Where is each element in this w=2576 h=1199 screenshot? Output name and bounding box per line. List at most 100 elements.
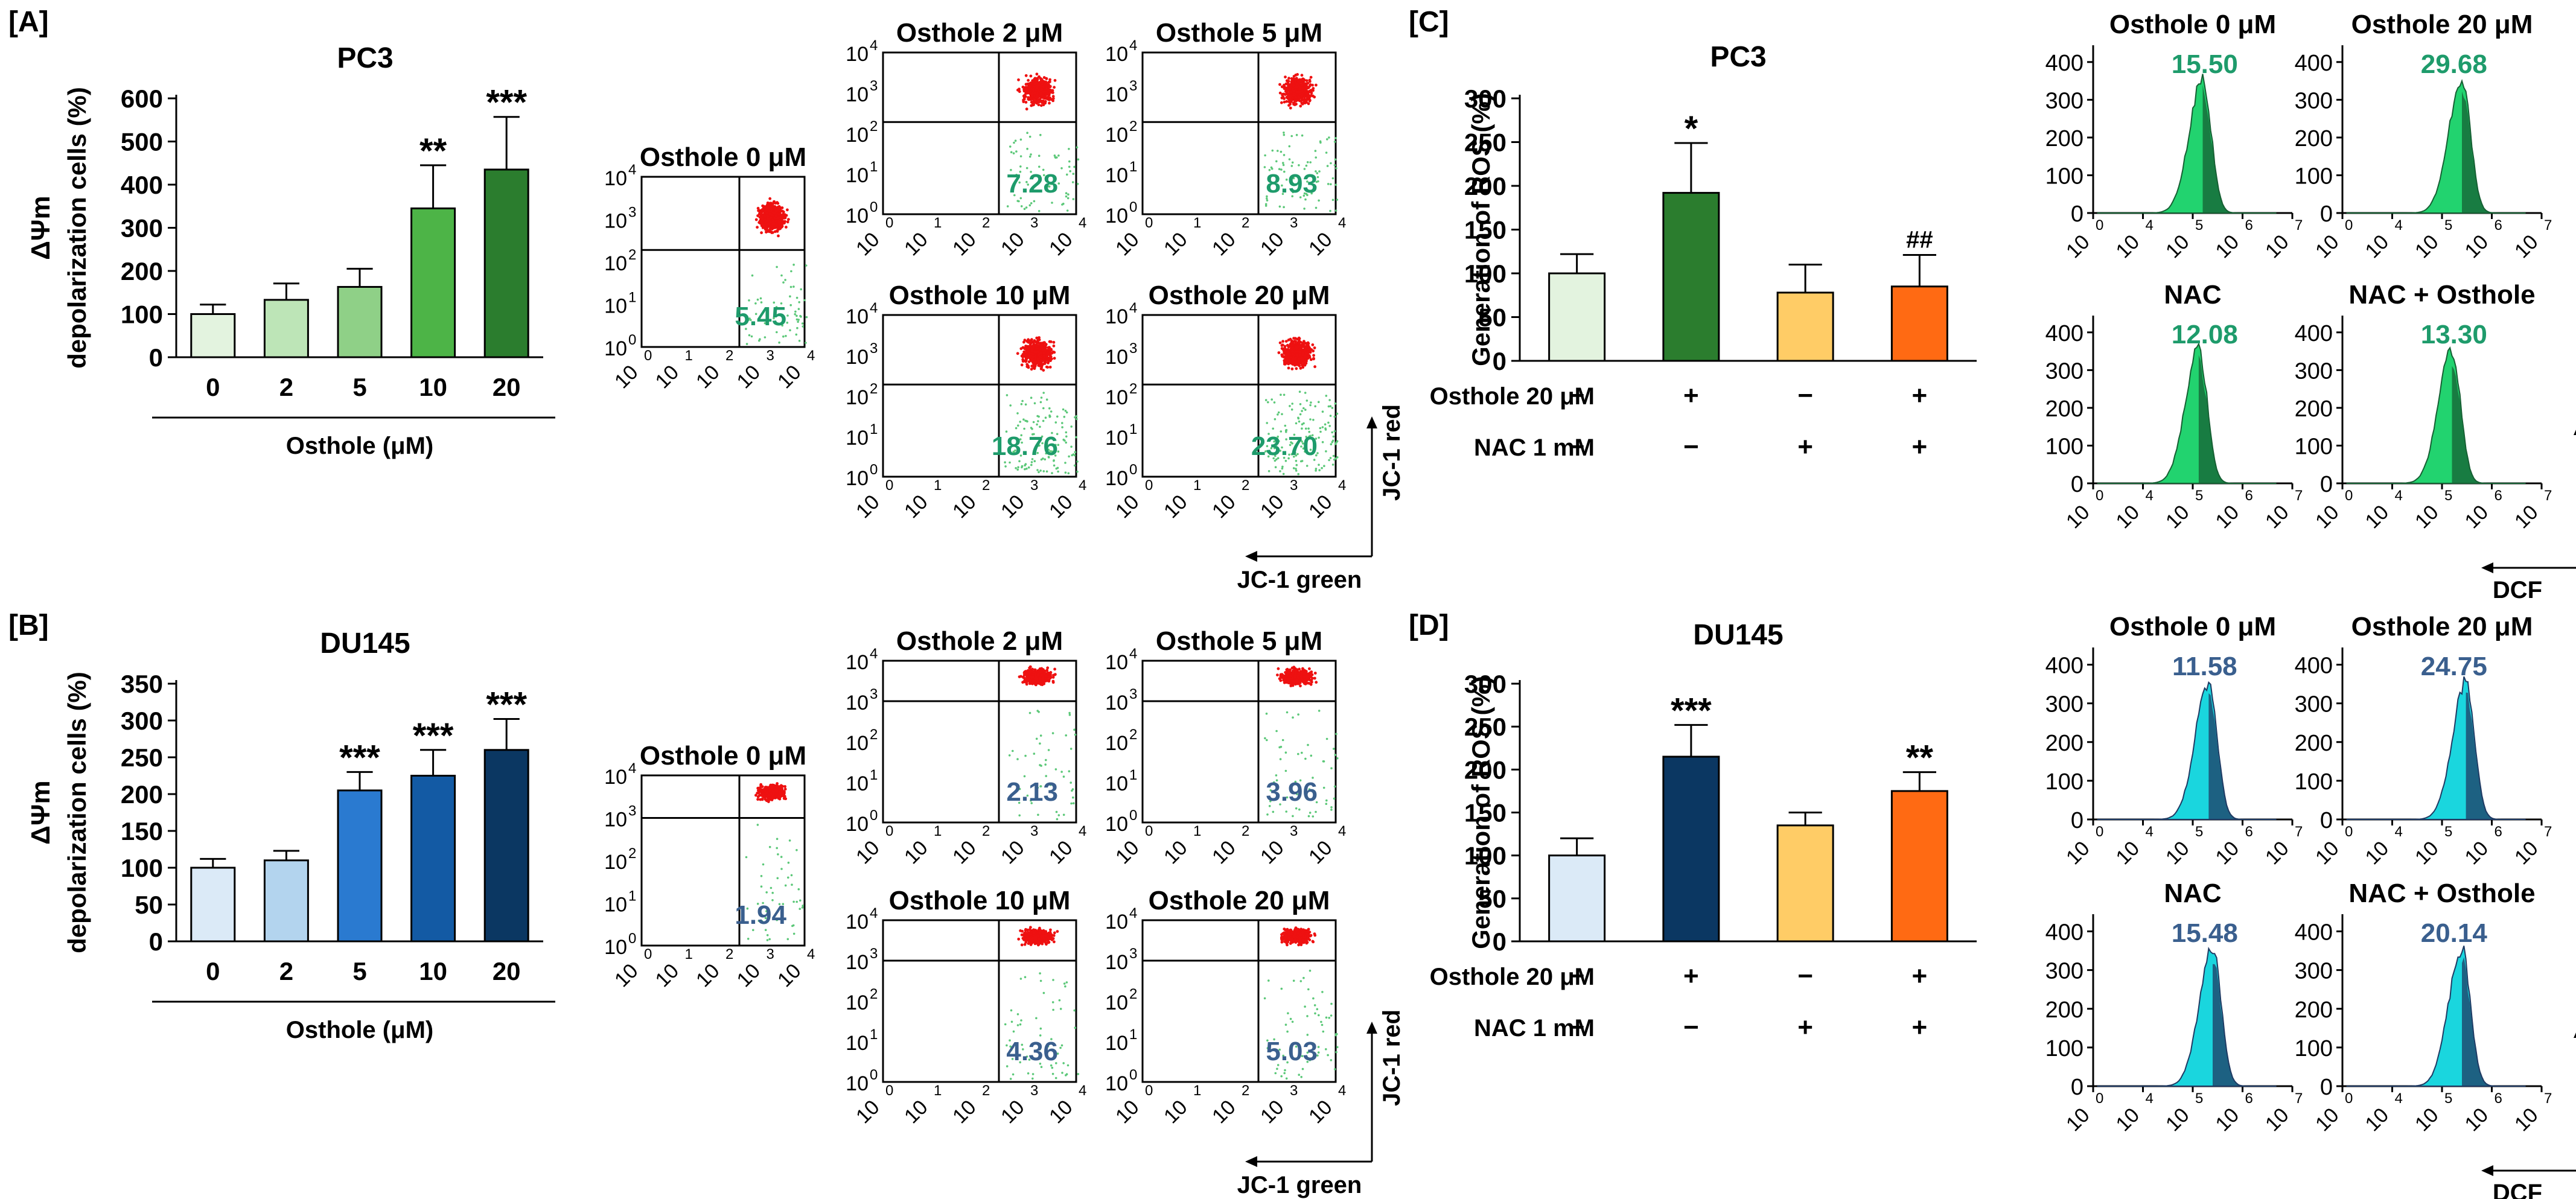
dot-green: [1057, 182, 1060, 185]
dot-green: [1008, 754, 1011, 757]
dot-green: [1054, 768, 1057, 771]
dot-red: [756, 792, 759, 795]
dot-red: [1308, 667, 1311, 670]
dot-red: [1027, 349, 1030, 353]
dot-green: [1073, 464, 1076, 467]
dot-green: [1281, 467, 1284, 470]
dot-red: [764, 790, 767, 793]
x-tick-label: 10: [996, 836, 1029, 869]
dot-red: [1037, 103, 1041, 107]
dot-red: [1028, 669, 1032, 672]
dot-green: [1077, 158, 1080, 161]
dot-green: [1016, 412, 1019, 415]
dot-green: [805, 264, 808, 267]
dot-green: [1282, 162, 1284, 164]
dot-green: [1054, 156, 1057, 159]
dot-green: [1039, 469, 1042, 472]
dot-green: [1066, 173, 1068, 176]
dot-green: [1057, 470, 1059, 473]
dot-green: [1039, 425, 1041, 428]
bar-chart-du145: [D] DU145050100150200250300−−***+−−+**++O…: [1409, 609, 1977, 1042]
dot-red: [1284, 75, 1287, 78]
dot-green: [1039, 133, 1042, 136]
dot-red: [761, 226, 765, 229]
dot-red: [1283, 97, 1286, 100]
dot-red: [765, 226, 768, 229]
dot-green: [805, 342, 807, 344]
dot-red: [769, 227, 773, 231]
dot-green: [1076, 418, 1078, 421]
dot-red: [765, 799, 768, 803]
dot-red: [1300, 74, 1304, 77]
y-tick-label: 10: [846, 772, 869, 795]
dot-red: [1044, 343, 1048, 346]
dot-green: [1016, 468, 1019, 471]
dot-green: [1026, 132, 1028, 134]
dot-red: [763, 205, 767, 209]
dot-green: [784, 279, 786, 281]
dot-green: [1334, 137, 1337, 139]
dot-green: [1032, 421, 1035, 424]
dot-green: [1061, 426, 1063, 428]
dot-green: [1334, 457, 1337, 460]
dot-red: [1294, 95, 1298, 99]
dot-red: [1044, 94, 1047, 97]
dot-red: [1022, 671, 1026, 675]
dot-green: [1335, 167, 1337, 170]
y-tick-exponent: 4: [870, 37, 878, 54]
dot-red: [1024, 83, 1028, 86]
dot-green: [1045, 759, 1047, 762]
dot-green: [1331, 177, 1334, 180]
dot-red: [777, 208, 780, 212]
bar: [190, 313, 236, 358]
dot-green: [1015, 467, 1017, 469]
bar: [410, 207, 456, 358]
dot-green: [1318, 463, 1320, 466]
dot-green: [785, 335, 787, 337]
dot-green: [1304, 392, 1307, 394]
y-tick-label: 0: [149, 343, 163, 372]
y-tick-label: 100: [121, 301, 163, 329]
dot-green: [1068, 455, 1070, 458]
dot-green: [765, 891, 768, 894]
y-tick-label: 10: [846, 813, 869, 836]
y-tick-label: 10: [604, 167, 627, 190]
dot-green: [1025, 180, 1028, 183]
dot-green: [1062, 408, 1065, 411]
dot-green: [780, 868, 783, 870]
dot-red: [1301, 364, 1304, 367]
dot-green: [1315, 468, 1318, 470]
bar: [1776, 824, 1834, 943]
y-tick-label: 10: [604, 766, 627, 789]
y-tick-exponent: 1: [1129, 421, 1137, 437]
dot-green: [1039, 401, 1042, 404]
dot-green: [789, 329, 791, 332]
dot-red: [1278, 341, 1282, 345]
y-axis-label: Generation of ROS (%): [1467, 676, 1495, 949]
treatment-label: Osthole 20 μM: [1430, 383, 1595, 410]
dot-green: [1013, 141, 1015, 144]
dot-green: [799, 899, 802, 902]
x-tick-label: 20: [493, 373, 521, 401]
dot-green: [1309, 404, 1312, 407]
dot-red: [1047, 678, 1051, 682]
y-tick-label: 50: [1478, 304, 1506, 332]
dot-red: [1049, 355, 1053, 358]
dot-red: [1053, 351, 1056, 354]
panel-label: [A]: [8, 6, 49, 38]
y-tick-exponent: 3: [628, 205, 636, 221]
dot-green: [1075, 415, 1078, 418]
dot-green: [1010, 151, 1013, 153]
dot-red: [1283, 83, 1286, 87]
dot-green: [1063, 416, 1066, 418]
dot-green: [1319, 430, 1322, 433]
dot-green: [1055, 810, 1058, 813]
x-tick-label: 0: [206, 373, 220, 401]
dot-green: [1306, 161, 1309, 164]
dot-green: [1284, 424, 1287, 427]
y-tick-exponent: 3: [1129, 78, 1137, 94]
dot-green: [1301, 423, 1304, 425]
y-tick-exponent: 2: [870, 381, 878, 397]
